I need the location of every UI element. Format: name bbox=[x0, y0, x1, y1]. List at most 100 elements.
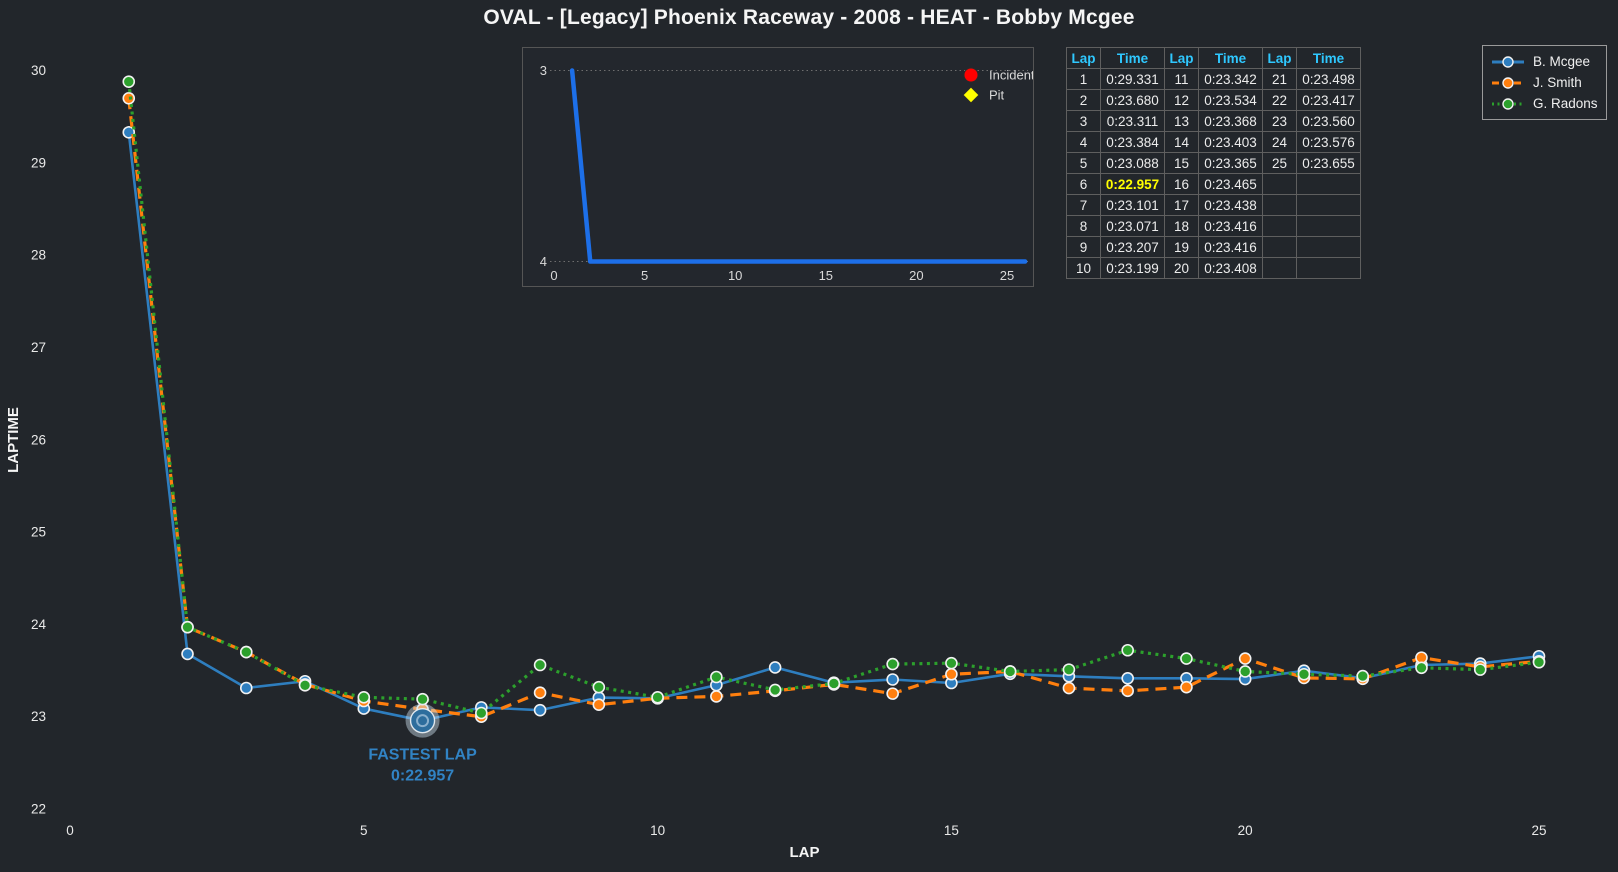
data-point[interactable] bbox=[1062, 663, 1076, 676]
time-cell: 0:23.465 bbox=[1198, 173, 1263, 195]
table-row: 2 0:23.680 12 0:23.534 22 0:23.417 bbox=[1066, 89, 1361, 111]
y-tick-label: 24 bbox=[31, 617, 47, 632]
laptime-table: Lap Time Lap Time Lap Time 1 0:29.331 11 0:23.342… bbox=[1066, 47, 1361, 279]
legend-item-g-radons[interactable]: G. Radons bbox=[1491, 94, 1598, 113]
legend-line-sample bbox=[1492, 76, 1524, 89]
data-point[interactable] bbox=[122, 91, 136, 105]
data-point[interactable] bbox=[533, 686, 547, 700]
time-cell: 0:23.560 bbox=[1296, 110, 1361, 132]
table-header-time: Time bbox=[1296, 47, 1361, 69]
lap-cell: 21 bbox=[1262, 68, 1297, 90]
data-point[interactable] bbox=[710, 690, 723, 703]
data-point[interactable] bbox=[592, 680, 606, 694]
time-cell: 0:23.576 bbox=[1296, 131, 1361, 153]
legend-label: G. Radons bbox=[1533, 96, 1598, 111]
data-point[interactable] bbox=[1062, 681, 1076, 695]
data-point[interactable] bbox=[181, 647, 194, 661]
lap-cell: 16 bbox=[1164, 173, 1199, 195]
data-point[interactable] bbox=[239, 681, 253, 695]
position-inset-chart[interactable]: 3 4 0 5 10 15 20 25 Incident Pit bbox=[522, 47, 1034, 287]
data-point[interactable] bbox=[1473, 663, 1487, 676]
y-tick-label: 28 bbox=[31, 248, 46, 263]
lap-cell: 15 bbox=[1164, 152, 1199, 174]
table-row: 1 0:29.331 11 0:23.342 21 0:23.498 bbox=[1066, 68, 1361, 90]
data-point[interactable] bbox=[298, 679, 312, 692]
legend-item-b-mcgee[interactable]: B. Mcgee bbox=[1491, 52, 1598, 71]
data-point[interactable] bbox=[122, 75, 136, 88]
time-cell bbox=[1296, 173, 1361, 195]
data-point[interactable] bbox=[181, 620, 194, 634]
data-point[interactable] bbox=[945, 656, 958, 670]
lap-cell bbox=[1262, 257, 1297, 279]
legend-label: J. Smith bbox=[1533, 75, 1582, 90]
lap-cell: 20 bbox=[1164, 257, 1199, 279]
lap-cell: 19 bbox=[1164, 236, 1199, 258]
legend-line-sample bbox=[1492, 55, 1524, 68]
time-cell: 0:29.331 bbox=[1100, 68, 1165, 90]
lap-cell bbox=[1262, 236, 1297, 258]
data-point[interactable] bbox=[1121, 684, 1134, 698]
time-cell: 0:23.408 bbox=[1198, 257, 1263, 279]
page-title: OVAL - [Legacy] Phoenix Raceway - 2008 -… bbox=[483, 6, 1135, 29]
time-cell bbox=[1296, 194, 1361, 216]
inset-x-tick-label: 20 bbox=[909, 268, 923, 283]
inset-x-tick-label: 15 bbox=[819, 268, 833, 283]
fastest-lap-marker[interactable] bbox=[405, 703, 440, 738]
data-point[interactable] bbox=[886, 673, 899, 686]
data-point[interactable] bbox=[533, 658, 547, 672]
data-point[interactable] bbox=[886, 687, 899, 700]
table-row: 9 0:23.207 19 0:23.416 bbox=[1066, 236, 1361, 258]
lap-cell: 14 bbox=[1164, 131, 1199, 153]
lap-cell: 3 bbox=[1066, 110, 1101, 132]
lap-cell: 10 bbox=[1066, 257, 1101, 279]
lap-cell: 17 bbox=[1164, 194, 1199, 216]
table-row: 8 0:23.071 18 0:23.416 bbox=[1066, 215, 1361, 237]
data-point[interactable] bbox=[886, 657, 899, 671]
data-point[interactable] bbox=[651, 691, 664, 704]
data-point[interactable] bbox=[710, 670, 723, 684]
legend-item-j-smith[interactable]: J. Smith bbox=[1491, 73, 1598, 92]
data-point[interactable] bbox=[768, 683, 782, 697]
data-point[interactable] bbox=[1003, 665, 1017, 678]
chart-legend: B. Mcgee J. Smith G. Radons bbox=[1482, 45, 1607, 120]
data-point[interactable] bbox=[592, 698, 606, 712]
data-point[interactable] bbox=[1297, 667, 1311, 681]
data-point[interactable] bbox=[1532, 655, 1546, 669]
lap-cell: 5 bbox=[1066, 152, 1101, 174]
x-tick-label: 15 bbox=[944, 823, 959, 838]
data-point[interactable] bbox=[533, 703, 547, 717]
y-tick-label: 30 bbox=[31, 63, 46, 78]
data-point[interactable] bbox=[945, 667, 958, 681]
data-point[interactable] bbox=[1121, 643, 1134, 657]
data-point[interactable] bbox=[1121, 672, 1134, 685]
data-point[interactable] bbox=[1238, 665, 1252, 678]
data-point[interactable] bbox=[1415, 651, 1428, 664]
legend-line-sample bbox=[1492, 97, 1524, 110]
lap-cell: 4 bbox=[1066, 131, 1101, 153]
inset-x-tick-label: 10 bbox=[728, 268, 742, 283]
fastest-lap-label: FASTEST LAP bbox=[368, 747, 477, 764]
data-point[interactable] bbox=[768, 661, 782, 674]
lap-cell: 9 bbox=[1066, 236, 1101, 258]
data-point[interactable] bbox=[475, 706, 488, 720]
lap-cell bbox=[1262, 194, 1297, 216]
y-tick-label: 27 bbox=[31, 340, 46, 355]
lap-cell: 25 bbox=[1262, 152, 1297, 174]
data-point[interactable] bbox=[827, 677, 841, 690]
data-point[interactable] bbox=[357, 691, 371, 704]
y-tick-label: 22 bbox=[31, 802, 46, 817]
data-point[interactable] bbox=[416, 692, 429, 706]
data-point[interactable] bbox=[1180, 680, 1193, 694]
time-cell: 0:22.957 bbox=[1100, 173, 1165, 195]
lap-cell: 11 bbox=[1164, 68, 1199, 90]
time-cell bbox=[1296, 257, 1361, 279]
data-point[interactable] bbox=[239, 645, 253, 659]
y-tick-label: 29 bbox=[31, 155, 46, 170]
data-point[interactable] bbox=[1415, 661, 1428, 675]
data-point[interactable] bbox=[1238, 652, 1252, 665]
time-cell: 0:23.417 bbox=[1296, 89, 1361, 111]
data-point[interactable] bbox=[1356, 669, 1370, 683]
time-cell: 0:23.534 bbox=[1198, 89, 1263, 111]
data-point[interactable] bbox=[1180, 652, 1193, 665]
